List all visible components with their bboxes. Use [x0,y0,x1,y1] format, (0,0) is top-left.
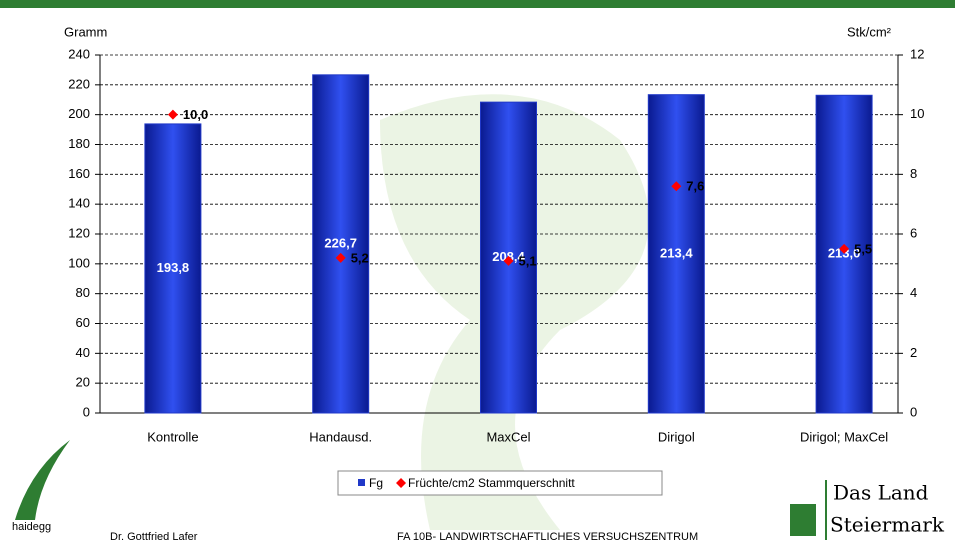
x-tick-label: Handausd. [309,429,372,444]
marker [503,255,514,266]
y-tick-label: 20 [76,375,90,390]
y2-tick-label: 6 [910,225,917,240]
logo-right-2: Steiermark [830,513,945,537]
marker [167,109,178,120]
y2-axis-label: Stk/cm² [847,24,892,39]
legend [337,470,663,496]
data-label: 226,7 [324,235,357,250]
y-tick-label: 240 [68,46,90,61]
marker [839,243,850,254]
bar [647,94,705,414]
legend-label: Früchte/cm2 Stammquerschnitt [408,476,575,490]
bar [312,74,370,414]
data-label: 5,5 [854,241,872,256]
y2-tick-label: 0 [910,404,917,419]
logo-right-1: Das Land [833,481,929,505]
author: Dr. Gottfried Lafer [110,531,198,543]
y2-tick-label: 2 [910,345,917,360]
y-tick-label: 40 [76,345,90,360]
data-label: 193,8 [157,260,190,275]
x-tick-label: Dirigol; MaxCel [800,429,888,444]
y-tick-label: 0 [83,404,90,419]
y-tick-label: 120 [68,225,90,240]
x-tick-label: MaxCel [486,429,530,444]
bar [144,123,202,414]
x-tick-label: Dirigol [658,429,695,444]
data-label: 7,6 [686,179,704,194]
y-tick-label: 100 [68,255,90,270]
y-tick-label: 160 [68,166,90,181]
y2-tick-label: 12 [910,46,924,61]
y-tick-label: 180 [68,136,90,151]
coat-of-arms [790,504,816,536]
marker [671,181,682,192]
y2-tick-label: 10 [910,106,924,121]
bar [815,94,873,414]
y2-tick-label: 8 [910,166,917,181]
data-label: 213,4 [660,245,693,260]
legend-marker [358,479,365,486]
data-label: 10,0 [183,107,208,122]
x-tick-label: Kontrolle [147,429,198,444]
y-tick-label: 200 [68,106,90,121]
top-bar [0,0,955,8]
y2-tick-label: 4 [910,285,917,300]
data-label: 5,2 [351,250,369,265]
logo-left-text: haidegg [12,521,51,533]
y-tick-label: 60 [76,315,90,330]
data-label: 5,1 [519,253,537,268]
marker [335,252,346,263]
legend-marker [396,478,407,488]
y-tick-label: 80 [76,285,90,300]
logo-left [15,440,70,520]
legend-label: Fg [369,476,383,490]
y-tick-label: 140 [68,196,90,211]
institution: FA 10B- LANDWIRTSCHAFTLICHES VERSUCHSZEN… [397,531,698,543]
y-tick-label: 220 [68,76,90,91]
y-axis-label: Gramm [64,24,107,39]
